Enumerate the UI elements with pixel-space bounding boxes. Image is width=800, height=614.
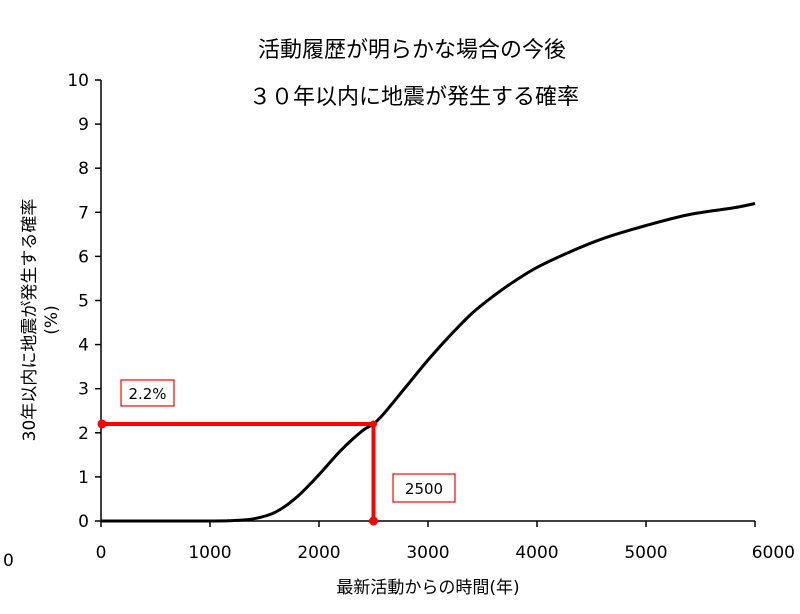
annotations: 2.2% 2500 xyxy=(97,379,456,526)
y-axis-title: 30年以内に地震が発生する確率 (%) xyxy=(20,199,62,442)
plot-area xyxy=(100,202,756,523)
x-tick-label: 4000 xyxy=(515,543,558,563)
chart-title-line2: ３０年以内に地震が発生する確率 xyxy=(249,85,579,110)
y-tick-label: 4 xyxy=(78,336,89,356)
x-axis-title: 最新活動からの時間(年) xyxy=(336,578,519,598)
x-tick-label: 0 xyxy=(96,543,107,563)
y-tick-label: 5 xyxy=(78,292,89,312)
y-tick-label: 7 xyxy=(78,203,89,223)
y-tick-label: 1 xyxy=(78,468,89,488)
marker-endpoint-y xyxy=(97,419,107,429)
x-tick-label: 1000 xyxy=(188,543,231,563)
label-y-value: 2.2% xyxy=(128,385,166,403)
x-tick-label: 3000 xyxy=(406,543,449,563)
y-tick-label: 2 xyxy=(78,424,89,444)
label-x-value: 2500 xyxy=(405,480,443,498)
label-box-x xyxy=(392,473,456,503)
y-tick-label: 3 xyxy=(78,380,89,400)
x-tick-label: 2000 xyxy=(297,543,340,563)
series-line xyxy=(100,202,756,523)
y-tick-label: 6 xyxy=(78,247,89,267)
chart-title-line1: 活動履歴が明らかな場合の今後 xyxy=(258,38,566,63)
page-corner-text: 0 xyxy=(3,551,14,571)
y-axis-title-line2: (%) xyxy=(42,305,62,334)
marker-intersection xyxy=(370,420,377,428)
y-axis-title-line1: 30年以内に地震が発生する確率 xyxy=(20,199,40,442)
label-box-y xyxy=(120,379,175,407)
y-tick-label: 9 xyxy=(78,115,89,135)
y-tick-label: 0 xyxy=(78,512,89,532)
x-tick-label: 6000 xyxy=(752,543,795,563)
y-tick-label: 10 xyxy=(67,71,89,91)
marker-endpoint-x xyxy=(369,516,378,526)
x-tick-label: 5000 xyxy=(624,543,667,563)
y-tick-label: 8 xyxy=(78,159,89,179)
axes: 0 1 2 3 4 5 6 7 8 9 10 0 1000 2000 3000 4000 5000 6000 xyxy=(67,71,795,563)
